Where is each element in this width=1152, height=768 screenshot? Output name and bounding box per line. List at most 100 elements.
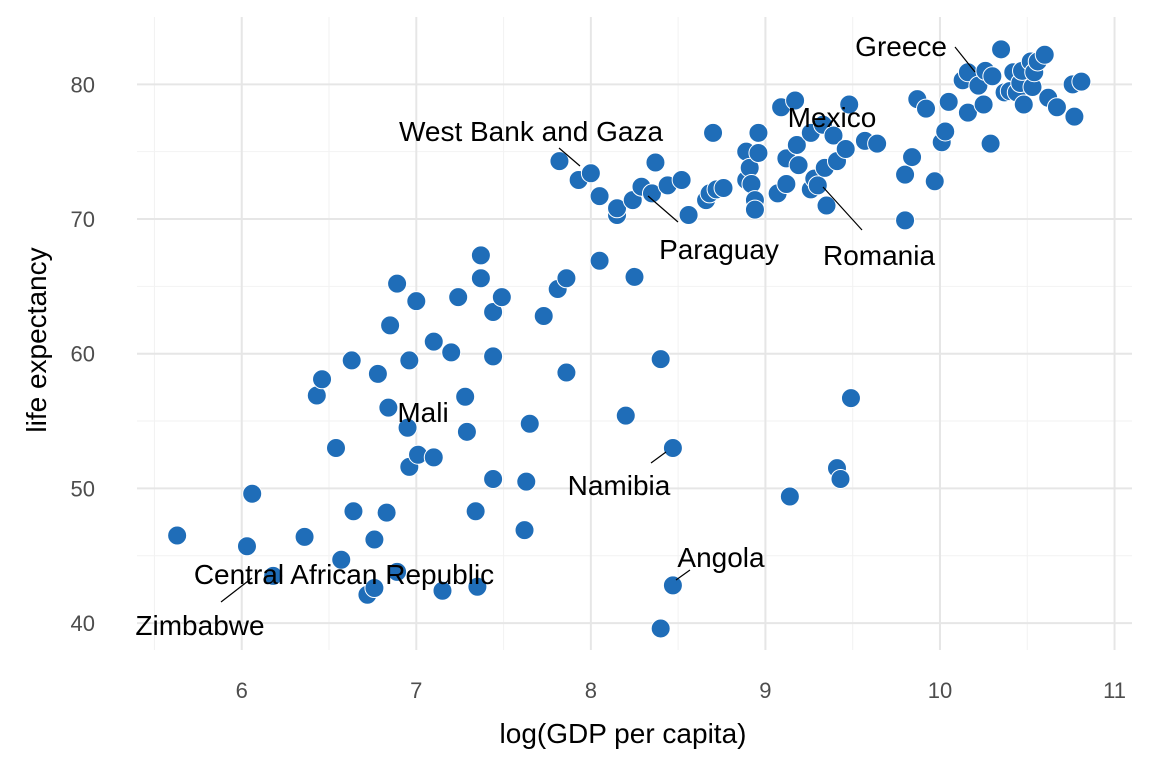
- data-point: [867, 133, 888, 154]
- data-point: [364, 578, 385, 599]
- annotation-leader-line: [650, 451, 667, 464]
- data-point: [1034, 44, 1055, 65]
- data-point: [514, 520, 535, 541]
- data-point: [650, 618, 671, 639]
- data-point: [423, 447, 444, 468]
- data-point: [519, 413, 540, 434]
- data-point: [973, 94, 994, 115]
- data-point: [786, 134, 807, 155]
- data-point: [924, 171, 945, 192]
- data-points: [167, 39, 1092, 639]
- data-point: [263, 565, 284, 586]
- annotation-leader-line: [675, 569, 691, 581]
- data-point: [387, 273, 408, 294]
- data-point: [703, 122, 724, 143]
- data-point: [830, 468, 851, 489]
- data-point: [432, 580, 453, 601]
- data-point: [580, 163, 601, 184]
- x-tick-label: 7: [410, 678, 422, 703]
- data-point: [785, 90, 806, 111]
- annotation-label: West Bank and Gaza: [399, 116, 664, 147]
- data-point: [823, 125, 844, 146]
- data-point: [406, 291, 427, 312]
- y-tick-label: 50: [71, 476, 95, 501]
- data-point: [741, 174, 762, 195]
- annotation-leader-line: [822, 186, 863, 231]
- x-tick-label: 9: [759, 678, 771, 703]
- data-point: [662, 575, 683, 596]
- data-point: [516, 471, 537, 492]
- grid: [137, 17, 1132, 650]
- data-point: [556, 268, 577, 289]
- data-point: [589, 250, 610, 271]
- data-point: [645, 152, 666, 173]
- annotation-leader-line: [647, 195, 679, 223]
- data-point: [387, 561, 408, 582]
- x-tick-label: 6: [236, 678, 248, 703]
- data-point: [441, 342, 462, 363]
- x-axis-ticks: 6 7 8 9 10 11: [236, 678, 1126, 703]
- annotation-label: Angola: [677, 542, 765, 573]
- data-point: [470, 245, 491, 266]
- data-point: [549, 151, 570, 172]
- data-point: [448, 287, 469, 308]
- data-point: [615, 405, 636, 426]
- annotation-leader-line: [220, 577, 253, 603]
- annotation-label: Zimbabwe: [135, 610, 264, 641]
- data-point: [807, 175, 828, 196]
- annotation-label: Namibia: [568, 470, 671, 501]
- data-point: [980, 133, 1001, 154]
- data-point: [744, 199, 765, 220]
- data-point: [367, 363, 388, 384]
- data-point: [483, 468, 504, 489]
- data-point: [1013, 94, 1034, 115]
- y-tick-label: 70: [71, 207, 95, 232]
- data-point: [895, 210, 916, 231]
- data-point: [895, 164, 916, 185]
- data-point: [236, 536, 257, 557]
- annotation-label: Mali: [397, 397, 448, 428]
- data-point: [624, 266, 645, 287]
- y-tick-label: 60: [71, 342, 95, 367]
- data-point: [650, 349, 671, 370]
- data-point: [465, 501, 486, 522]
- data-point: [364, 529, 385, 550]
- data-point: [399, 350, 420, 371]
- data-point: [1046, 97, 1067, 118]
- data-point: [380, 315, 401, 336]
- data-point: [533, 305, 554, 326]
- annotation-label: Central African Republic: [194, 559, 494, 590]
- data-point: [713, 178, 734, 199]
- data-point: [1064, 106, 1085, 127]
- data-point: [935, 121, 956, 142]
- data-point: [779, 486, 800, 507]
- annotation-leader-line: [954, 46, 976, 73]
- data-point: [341, 350, 362, 371]
- data-point: [1071, 71, 1092, 92]
- data-point: [331, 549, 352, 570]
- data-point: [840, 388, 861, 409]
- data-point: [456, 421, 477, 442]
- data-point: [957, 102, 978, 123]
- y-axis-title: life expectancy: [21, 247, 52, 432]
- data-point: [483, 346, 504, 367]
- annotation-label: Paraguay: [659, 234, 779, 265]
- x-tick-label: 10: [928, 678, 952, 703]
- data-point: [788, 155, 809, 176]
- annotation-leader-line: [558, 147, 581, 167]
- y-tick-label: 40: [71, 611, 95, 636]
- data-point: [326, 437, 346, 458]
- x-tick-label: 8: [585, 678, 597, 703]
- data-point: [662, 437, 683, 458]
- data-point: [378, 397, 399, 418]
- data-point: [916, 98, 937, 119]
- x-axis-title: log(GDP per capita): [500, 718, 747, 749]
- data-point: [483, 301, 504, 322]
- annotation-label: Mexico: [788, 102, 877, 133]
- data-point: [835, 138, 856, 159]
- data-point: [671, 169, 692, 190]
- data-point: [242, 483, 263, 504]
- data-point: [776, 174, 797, 195]
- data-point: [556, 362, 577, 383]
